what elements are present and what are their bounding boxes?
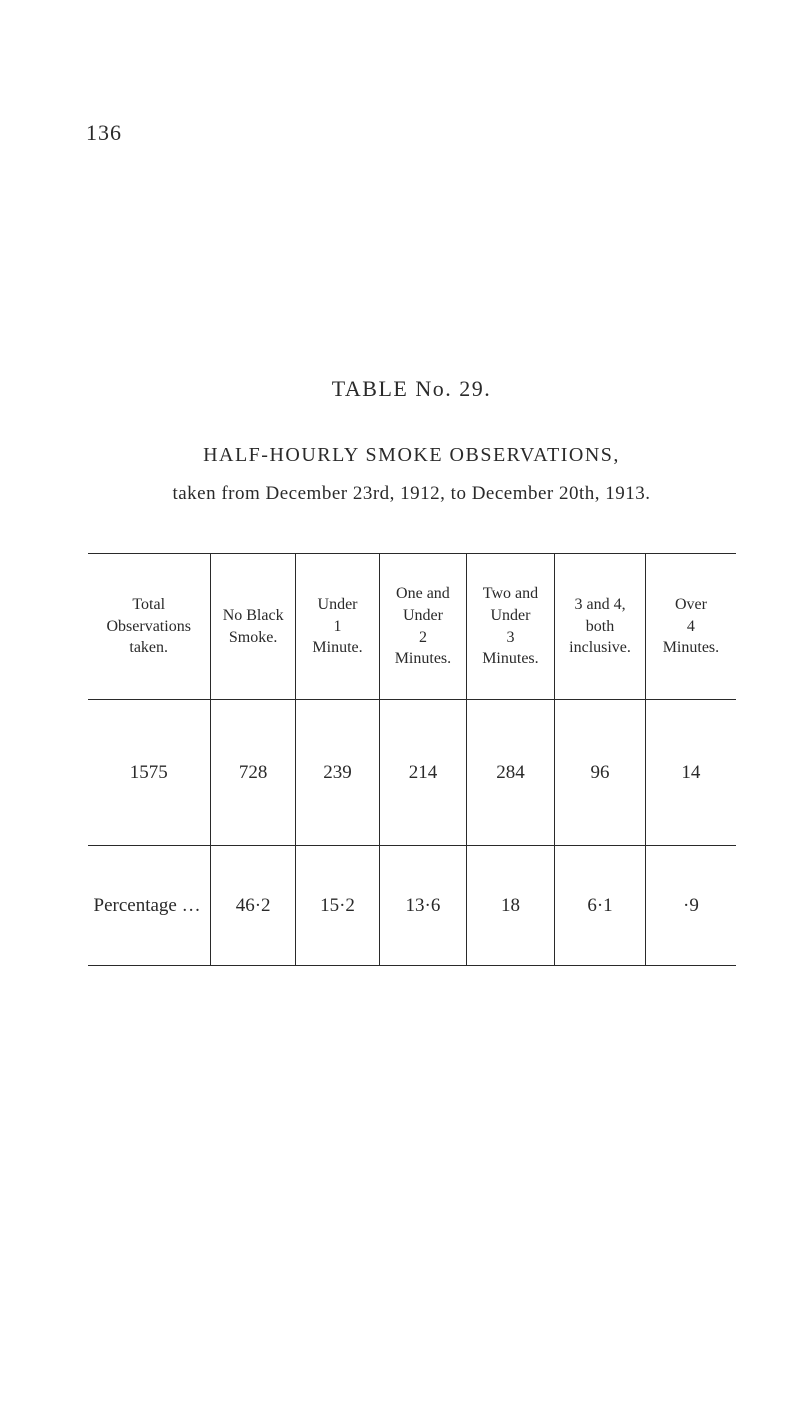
cell-two-three: 284 xyxy=(467,700,555,846)
header-line: Under xyxy=(403,607,443,624)
col-header-over-four: Over 4 Minutes. xyxy=(646,554,736,700)
table-data-row: 1575 728 239 214 284 96 14 xyxy=(88,700,736,846)
table-title: HALF-HOURLY SMOKE OBSERVATIONS, xyxy=(86,444,737,467)
header-line: both xyxy=(586,618,614,635)
cell-pct-two-three: 18 xyxy=(467,846,555,966)
header-line: 4 xyxy=(687,618,695,635)
page-number: 136 xyxy=(86,120,737,146)
cell-one-two: 214 xyxy=(379,700,467,846)
header-line: taken. xyxy=(129,639,168,656)
cell-pct-one-two: 13·6 xyxy=(379,846,467,966)
header-line: Under xyxy=(490,607,530,624)
header-line: No Black xyxy=(223,607,284,624)
col-header-no-black: No Black Smoke. xyxy=(210,554,295,700)
header-line: Minutes. xyxy=(395,650,451,667)
header-line: 2 xyxy=(419,629,427,646)
header-line: Smoke. xyxy=(229,629,277,646)
header-line: 1 xyxy=(334,618,342,635)
cell-pct-over-four: ·9 xyxy=(646,846,736,966)
header-line: Minutes. xyxy=(482,650,538,667)
cell-under-1: 239 xyxy=(296,700,379,846)
col-header-two-three: Two and Under 3 Minutes. xyxy=(467,554,555,700)
col-header-three-four: 3 and 4, both inclusive. xyxy=(554,554,646,700)
table-percentage-row: Percentage … 46·2 15·2 13·6 18 6·1 ·9 xyxy=(88,846,736,966)
header-line: Under xyxy=(318,596,358,613)
header-line: inclusive. xyxy=(569,639,631,656)
cell-three-four: 96 xyxy=(554,700,646,846)
smoke-observations-table: Total Observations taken. No Black Smoke… xyxy=(88,553,736,966)
table-number-heading: TABLE No. 29. xyxy=(86,376,737,402)
cell-pct-no-black: 46·2 xyxy=(210,846,295,966)
col-header-under-1: Under 1 Minute. xyxy=(296,554,379,700)
table-header-row: Total Observations taken. No Black Smoke… xyxy=(88,554,736,700)
cell-over-four: 14 xyxy=(646,700,736,846)
header-line: Minute. xyxy=(312,639,362,656)
table-subtitle: taken from December 23rd, 1912, to Decem… xyxy=(86,483,737,505)
header-line: 3 xyxy=(506,629,514,646)
cell-pct-under-1: 15·2 xyxy=(296,846,379,966)
header-line: Two and xyxy=(483,585,538,602)
cell-total: 1575 xyxy=(88,700,211,846)
header-line: Over xyxy=(675,596,707,613)
header-line: Total xyxy=(132,596,165,613)
col-header-total: Total Observations taken. xyxy=(88,554,211,700)
header-line: One and xyxy=(396,585,450,602)
header-line: Minutes. xyxy=(663,639,719,656)
col-header-one-two: One and Under 2 Minutes. xyxy=(379,554,467,700)
cell-pct-label: Percentage … xyxy=(88,846,211,966)
cell-no-black: 728 xyxy=(210,700,295,846)
header-line: Observations xyxy=(106,618,190,635)
cell-pct-three-four: 6·1 xyxy=(554,846,646,966)
page-container: 136 TABLE No. 29. HALF-HOURLY SMOKE OBSE… xyxy=(0,0,801,1412)
header-line: 3 and 4, xyxy=(574,596,625,613)
